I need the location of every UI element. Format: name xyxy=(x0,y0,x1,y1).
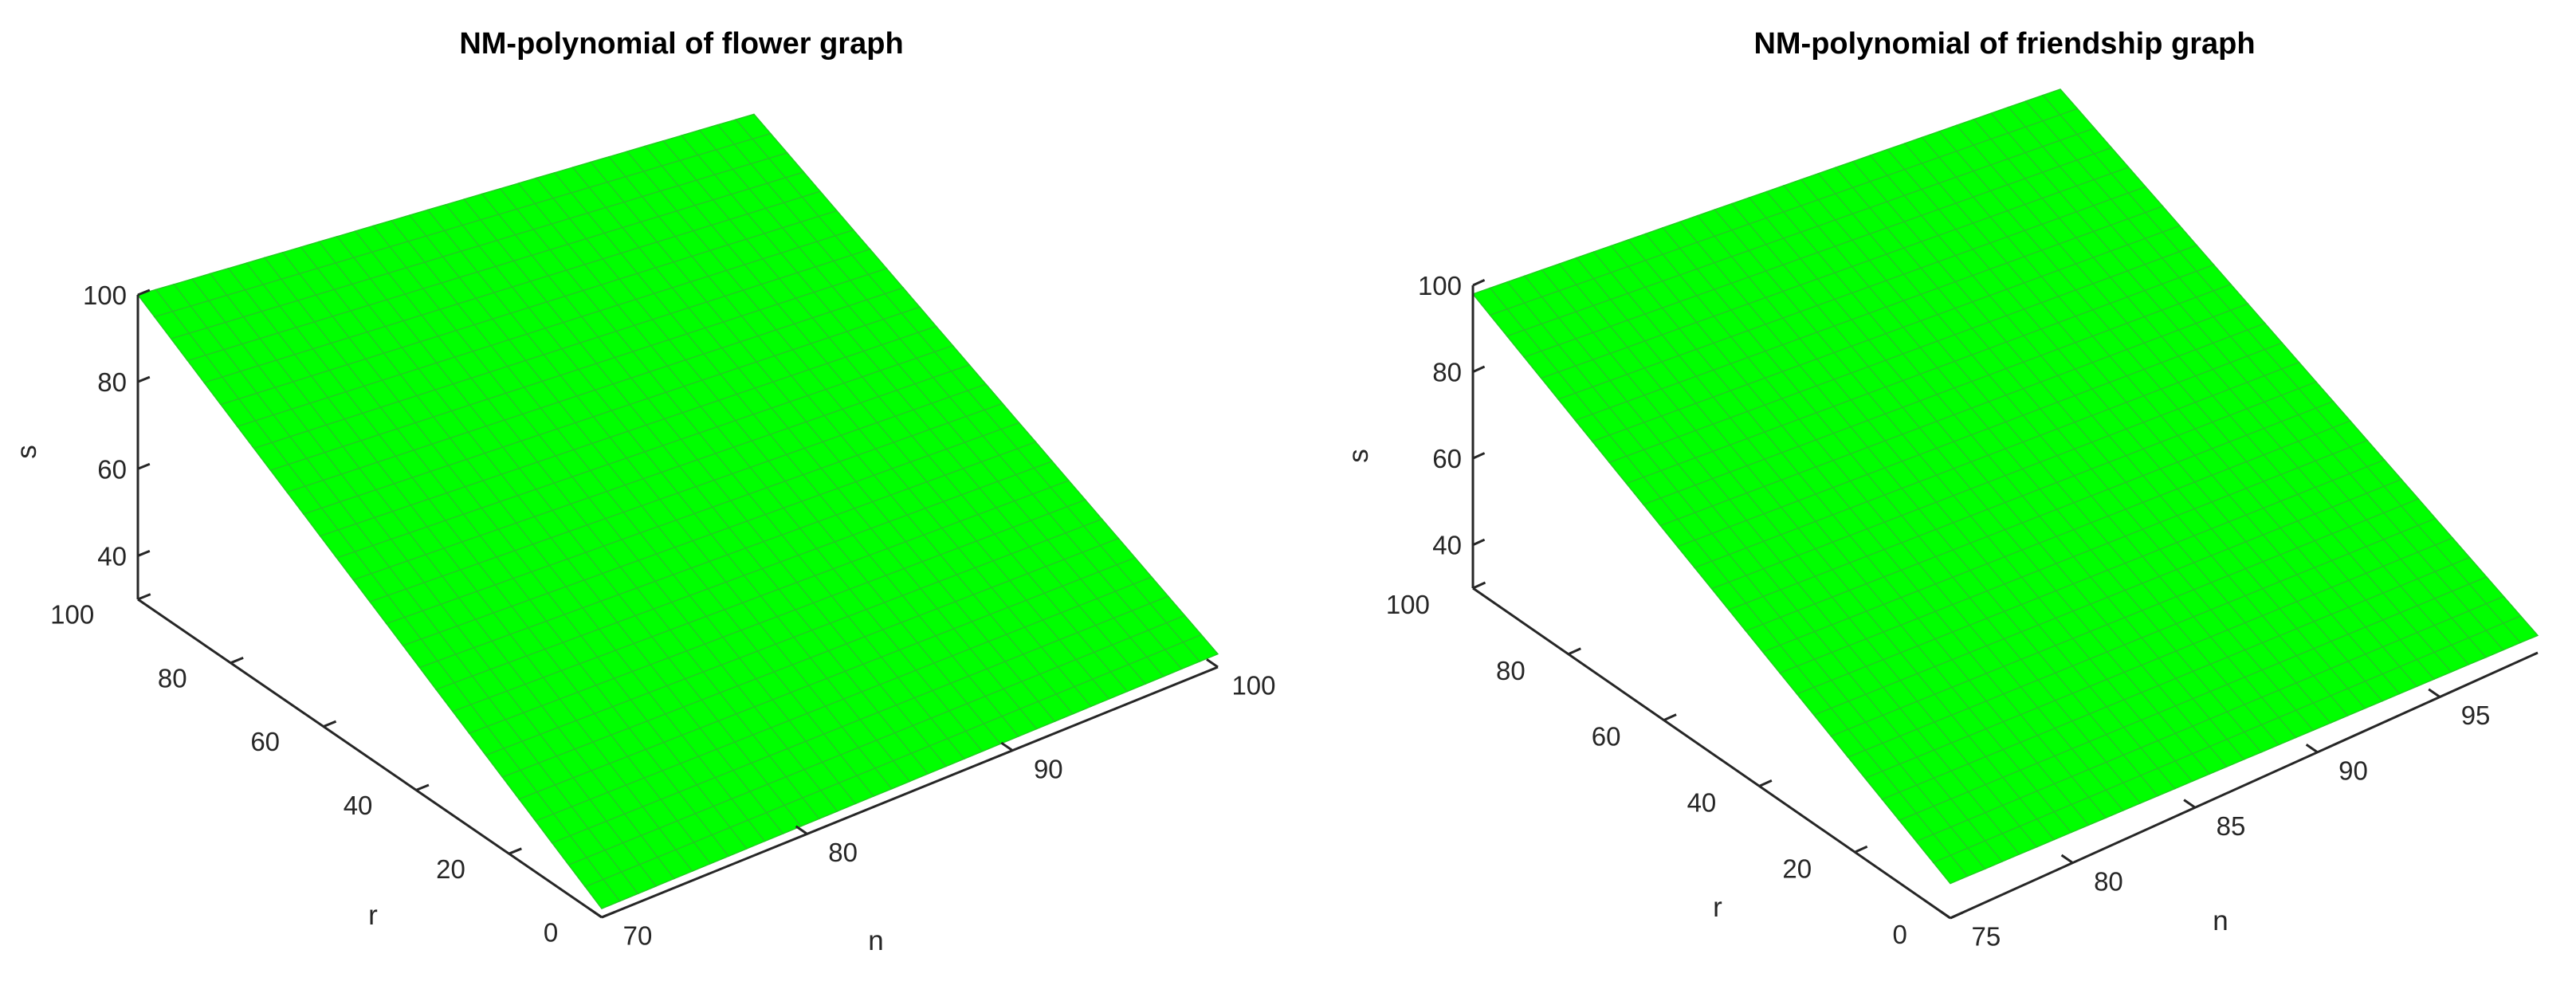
n-axis-line xyxy=(601,665,1219,919)
r-tick-label: 40 xyxy=(344,791,373,820)
r-tick-mark xyxy=(1472,581,1486,590)
r-axis-line xyxy=(137,598,603,919)
n-axis-label: n xyxy=(2213,905,2228,936)
n-tick-label: 75 xyxy=(1972,922,2001,952)
chart-friendship: NM-polynomial of friendship graph 75 80 85… xyxy=(1343,27,2539,952)
s-tick-mark xyxy=(137,375,151,383)
r-tick-mark xyxy=(1758,779,1773,787)
s-tick-mark xyxy=(1472,365,1486,373)
r-tick-mark xyxy=(1663,713,1677,721)
surface xyxy=(1471,88,2539,885)
surface xyxy=(136,113,1219,909)
r-tick-mark xyxy=(1568,647,1581,656)
r-tick-label: 60 xyxy=(1592,722,1621,752)
n-tick-mark xyxy=(2305,743,2319,754)
n-tick-mark xyxy=(590,909,603,919)
r-tick-mark xyxy=(415,783,430,791)
r-tick-mark xyxy=(1950,911,1964,920)
n-tick-label: 90 xyxy=(1034,754,1063,783)
r-tick-label: 20 xyxy=(1782,854,1812,883)
r-axis-label: r xyxy=(1713,892,1722,923)
r-tick-mark xyxy=(1854,845,1868,854)
n-tick-label: 95 xyxy=(2461,701,2491,730)
s-tick-label: 60 xyxy=(1432,444,1462,473)
axes: 75 80 85 90 95 0 20 40 60 80 100 40 60 80 100 xyxy=(1386,271,2539,952)
r-axis-label: r xyxy=(368,900,378,931)
n-tick-label: 100 xyxy=(1231,671,1275,701)
r-tick-mark xyxy=(601,911,615,919)
s-tick-mark xyxy=(1472,279,1486,287)
r-tick-label: 20 xyxy=(436,854,465,884)
n-tick-mark xyxy=(795,825,808,835)
chart-title: NM-polynomial of flower graph xyxy=(459,27,903,61)
surface-patch xyxy=(735,113,772,140)
n-tick-label: 70 xyxy=(623,921,653,951)
chart-title: NM-polynomial of friendship graph xyxy=(1753,27,2255,61)
s-tick-label: 60 xyxy=(97,454,127,484)
r-tick-mark xyxy=(509,847,522,855)
r-tick-label: 0 xyxy=(544,918,558,948)
n-tick-mark xyxy=(1206,658,1219,669)
r-tick-label: 80 xyxy=(1496,656,1526,685)
s-tick-label: 40 xyxy=(1432,531,1462,560)
s-tick-label: 100 xyxy=(83,281,127,310)
r-tick-label: 100 xyxy=(1386,590,1430,619)
n-tick-label: 90 xyxy=(2338,756,2368,786)
s-tick-mark xyxy=(137,550,151,557)
r-tick-label: 60 xyxy=(250,727,280,756)
s-tick-mark xyxy=(137,462,151,470)
s-tick-mark xyxy=(1472,452,1486,460)
r-tick-label: 100 xyxy=(50,600,94,630)
s-axis-label: s xyxy=(11,445,42,459)
r-tick-mark xyxy=(137,593,151,601)
r-tick-label: 0 xyxy=(1893,920,1907,949)
n-tick-mark xyxy=(2428,688,2441,698)
r-tick-mark xyxy=(323,720,337,728)
r-tick-label: 80 xyxy=(158,663,187,693)
s-tick-label: 80 xyxy=(97,367,127,397)
n-tick-mark xyxy=(2060,854,2074,864)
n-axis-label: n xyxy=(868,925,883,956)
surface-patch xyxy=(2042,88,2079,116)
s-tick-label: 40 xyxy=(97,541,127,571)
chart-flower: NM-polynomial of flower graph 70 80 90 100 0… xyxy=(11,27,1276,956)
s-tick-mark xyxy=(137,289,151,296)
n-tick-mark xyxy=(1938,909,1951,920)
s-tick-mark xyxy=(1472,538,1486,547)
s-tick-label: 100 xyxy=(1418,271,1462,300)
n-tick-label: 80 xyxy=(828,838,858,867)
r-axis-line xyxy=(1472,587,1951,920)
r-tick-label: 40 xyxy=(1687,788,1717,818)
n-tick-mark xyxy=(1000,741,1014,752)
r-tick-mark xyxy=(230,657,244,665)
s-tick-label: 80 xyxy=(1432,358,1462,387)
n-tick-label: 80 xyxy=(2094,866,2123,896)
n-tick-mark xyxy=(2183,799,2196,809)
n-tick-label: 85 xyxy=(2217,811,2246,841)
s-axis-label: s xyxy=(1343,449,1374,463)
